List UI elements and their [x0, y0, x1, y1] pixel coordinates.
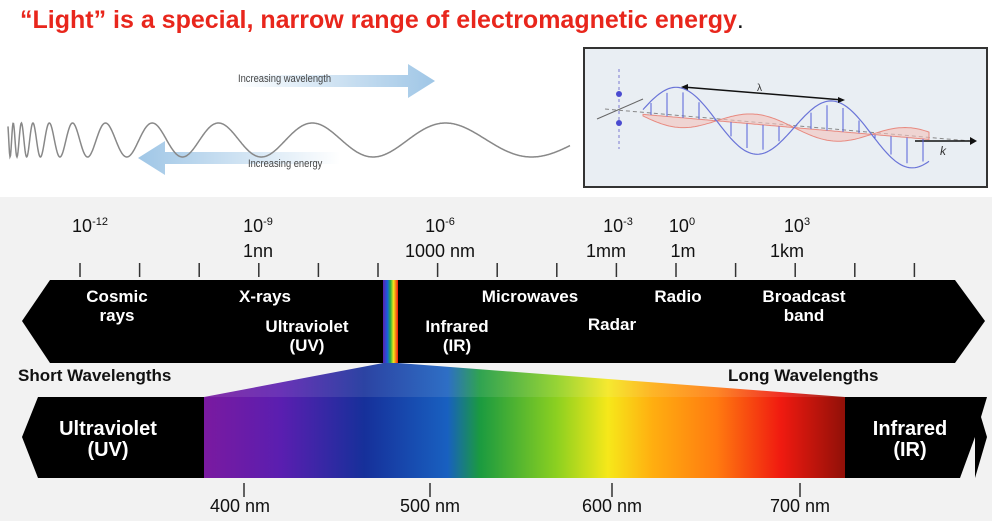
tick-600nm: 600 nm [581, 496, 643, 516]
field-arrows [650, 92, 924, 164]
title-period: . [736, 6, 744, 34]
short-wavelengths-label: Short Wavelengths [18, 366, 172, 385]
band-ultraviolet: Ultraviolet (UV) [265, 317, 349, 355]
spectrum-graphic [22, 263, 987, 497]
nm-ticks [243, 483, 801, 497]
tick-500nm: 500 nm [399, 496, 461, 516]
increasing-wavelength-arrow [235, 64, 435, 98]
slide-title: “Light” is a special, narrow range of el… [20, 6, 744, 35]
chirp-wave [7, 121, 571, 160]
em-wave-figure: λ k [583, 47, 988, 188]
increasing-energy-label: Increasing energy [248, 158, 323, 170]
lambda-label: λ [757, 83, 762, 94]
wavelength-energy-figure [7, 64, 571, 175]
visible-ir-label: Infrared (IR) [872, 418, 948, 461]
increasing-wavelength-label: Increasing wavelength [238, 73, 332, 85]
visible-strip [383, 280, 398, 363]
tick-400nm: 400 nm [209, 496, 271, 516]
unit-label-m: 1m [670, 241, 696, 261]
band-broadcast: Broadcast band [762, 287, 846, 325]
band-xrays: X-rays [239, 287, 291, 306]
exp-label-9: 10-9 [243, 216, 273, 236]
electric-field-wave [642, 86, 930, 169]
increasing-energy-arrow [138, 141, 340, 175]
exp-label-12: 10-12 [72, 216, 108, 236]
k-label: k [940, 144, 947, 158]
band-microwaves: Microwaves [481, 287, 579, 306]
scale-ticks [79, 263, 916, 277]
exp-label-p3: 103 [783, 216, 811, 236]
title-text: “Light” is a special, narrow range of el… [20, 6, 737, 34]
unit-label-nm: 1nn [242, 241, 274, 261]
band-radar: Radar [587, 315, 637, 334]
band-infrared: Infrared (IR) [425, 317, 489, 355]
visible-fan [204, 363, 845, 397]
band-radio: Radio [654, 287, 702, 306]
unit-label-km: 1km [769, 241, 804, 261]
exp-label-3: 10-3 [603, 216, 633, 236]
unit-label-1000nm: 1000 nm [404, 241, 476, 261]
visible-spectrum [204, 397, 845, 478]
em-spectrum-bar [22, 280, 985, 363]
visible-uv-label: Ultraviolet (UV) [59, 418, 157, 461]
exp-label-0: 100 [668, 216, 696, 236]
exp-label-6: 10-6 [425, 216, 455, 236]
band-cosmic-rays: Cosmic rays [86, 287, 148, 325]
magnetic-field-wave [642, 113, 930, 142]
tick-700nm: 700 nm [769, 496, 831, 516]
long-wavelengths-label: Long Wavelengths [728, 366, 879, 385]
unit-label-mm: 1mm [586, 241, 626, 261]
